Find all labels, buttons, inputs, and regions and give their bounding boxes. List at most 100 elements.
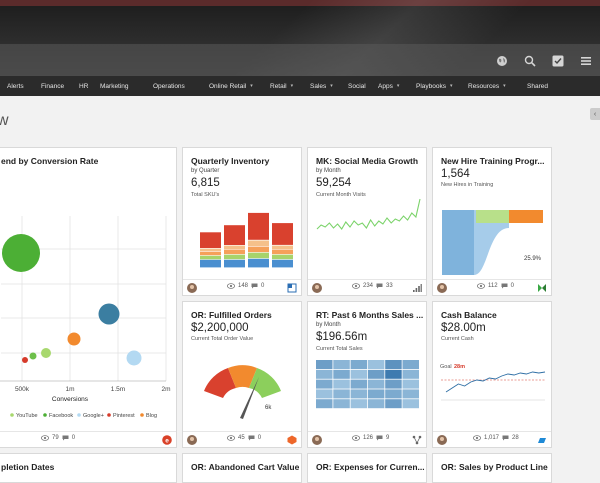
eye-icon (352, 283, 360, 289)
heatmap-cell (350, 389, 368, 399)
card-value: $196.56m (316, 331, 368, 343)
chevron-down-icon: ▾ (330, 83, 333, 89)
avatar[interactable] (312, 435, 322, 445)
nav-item-online-retail[interactable]: Online Retail ▾ (209, 83, 253, 90)
nav-item-playbooks[interactable]: Playbooks ▾ (416, 83, 453, 90)
nav-item-apps[interactable]: Apps ▾ (378, 83, 399, 90)
card-value: $2,200,000 (191, 322, 249, 334)
nav-item-label: Retail (270, 82, 287, 90)
nav-item-marketing[interactable]: Marketing (100, 83, 129, 90)
header-accent-stripe (0, 0, 600, 6)
card-footer: 112 0 (433, 279, 551, 295)
card-title: Cash Balance (441, 310, 497, 320)
nav-item-finance[interactable]: Finance (41, 83, 64, 90)
bar-segment (224, 259, 245, 268)
source-app-icon[interactable]: e (162, 435, 172, 445)
card-social-media-growth[interactable]: MK: Social Media Growth by Month 59,254 … (307, 147, 427, 296)
card-metric-label: Current Cash (441, 336, 474, 342)
sales-heatmap-chart (316, 360, 419, 409)
bar-segment (272, 223, 293, 245)
card-cash-balance[interactable]: Cash Balance $28.00m Current Cash Goal 2… (432, 301, 552, 448)
cloud-source-icon[interactable] (537, 435, 547, 445)
comment-count: 0 (261, 283, 265, 289)
card-footer: 148 0 (183, 279, 301, 295)
tasks-check-icon[interactable] (544, 49, 572, 73)
heatmap-cell (385, 369, 402, 379)
legend-label: Google+ (83, 413, 104, 419)
menu-icon[interactable] (572, 49, 600, 73)
legend-label: Pinterest (113, 413, 135, 419)
social-line-chart (316, 198, 421, 230)
nav-item-operations[interactable]: Operations (153, 83, 185, 90)
comment-icon (248, 435, 255, 441)
view-count: 148 (238, 283, 249, 289)
heatmap-cell (333, 360, 350, 369)
comment-count: 0 (257, 435, 262, 441)
bar-segment (272, 249, 293, 255)
gauge-segment-orange (228, 365, 257, 388)
heatmap-cell (402, 389, 419, 399)
legend-swatch (77, 413, 81, 417)
eye-icon (352, 435, 360, 441)
bar-segment (224, 245, 245, 250)
globe-icon[interactable] (488, 49, 516, 73)
source-app-icon[interactable] (537, 283, 547, 293)
card-abandoned-cart-value[interactable]: OR: Abandoned Cart Value (182, 453, 302, 483)
nav-item-alerts[interactable]: Alerts (7, 83, 24, 90)
heatmap-cell (333, 399, 350, 409)
source-app-icon[interactable] (287, 435, 297, 445)
card-sales-by-product-line[interactable]: OR: Sales by Product Line (432, 453, 552, 483)
conversion-scatter-chart: 500k 1m 1.5m 2m Conversions YouTube Face… (0, 216, 171, 419)
card-completion-dates[interactable]: pletion Dates (0, 453, 177, 483)
bubble-google (126, 350, 142, 366)
card-title: Quarterly Inventory (191, 156, 270, 166)
x-tick-label: 1.5m (111, 386, 125, 393)
heatmap-cell (350, 360, 368, 369)
avatar[interactable] (437, 435, 447, 445)
card-past-6-months-sales[interactable]: RT: Past 6 Months Sales ... by Month $19… (307, 301, 427, 448)
avatar[interactable] (437, 283, 447, 293)
signal-bars-icon[interactable] (412, 283, 422, 293)
nav-item-label: HR (79, 82, 89, 90)
share-network-icon[interactable] (412, 435, 422, 445)
card-stats: 126 9 (352, 435, 389, 441)
card-fulfilled-orders[interactable]: OR: Fulfilled Orders $2,200,000 Current … (182, 301, 302, 448)
heatmap-cell (367, 379, 385, 389)
eye-icon (227, 283, 235, 289)
card-footer: 126 9 (308, 431, 426, 447)
source-app-icon[interactable] (287, 283, 297, 293)
heatmap-cell (316, 399, 333, 409)
nav-item-hr[interactable]: HR (79, 83, 88, 90)
comment-icon (376, 435, 383, 441)
chevron-down-icon: ▾ (503, 83, 506, 89)
search-icon[interactable] (516, 49, 544, 73)
avatar[interactable] (187, 283, 197, 293)
bubble-youtube-1 (98, 303, 120, 325)
nav-item-resources[interactable]: Resources ▾ (468, 83, 506, 90)
eye-icon (41, 435, 49, 441)
heatmap-cell (367, 369, 385, 379)
nav-item-shared[interactable]: Shared (527, 83, 548, 90)
card-metric-label: Current Total Sales (316, 346, 363, 352)
view-count: 234 (363, 283, 374, 289)
card-quarterly-inventory[interactable]: Quarterly Inventory by Quarter 6,815 Tot… (182, 147, 302, 296)
card-new-hire-training[interactable]: New Hire Training Progr... 1,564 New Hir… (432, 147, 552, 296)
legend-label: Facebook (49, 413, 73, 419)
nav-item-label: Playbooks (416, 82, 446, 90)
panel-toggle-button[interactable]: ‹ (590, 108, 600, 120)
heatmap-cell (367, 389, 385, 399)
card-expenses-current[interactable]: OR: Expenses for Curren... (307, 453, 427, 483)
series-line (445, 371, 546, 393)
bar-segment (200, 232, 221, 248)
view-count: 126 (363, 435, 374, 441)
avatar[interactable] (187, 435, 197, 445)
nav-item-social[interactable]: Social (348, 83, 366, 90)
heatmap-cell (316, 389, 333, 399)
nav-item-sales[interactable]: Sales ▾ (310, 83, 333, 90)
comment-count: 28 (512, 435, 519, 441)
nav-item-label: Alerts (7, 82, 24, 90)
bar-segment (272, 245, 293, 250)
avatar[interactable] (312, 283, 322, 293)
nav-item-retail[interactable]: Retail ▾ (270, 83, 293, 90)
card-conversion-rate[interactable]: end by Conversion Rate 500k 1m 1.5m 2m C… (0, 147, 177, 448)
